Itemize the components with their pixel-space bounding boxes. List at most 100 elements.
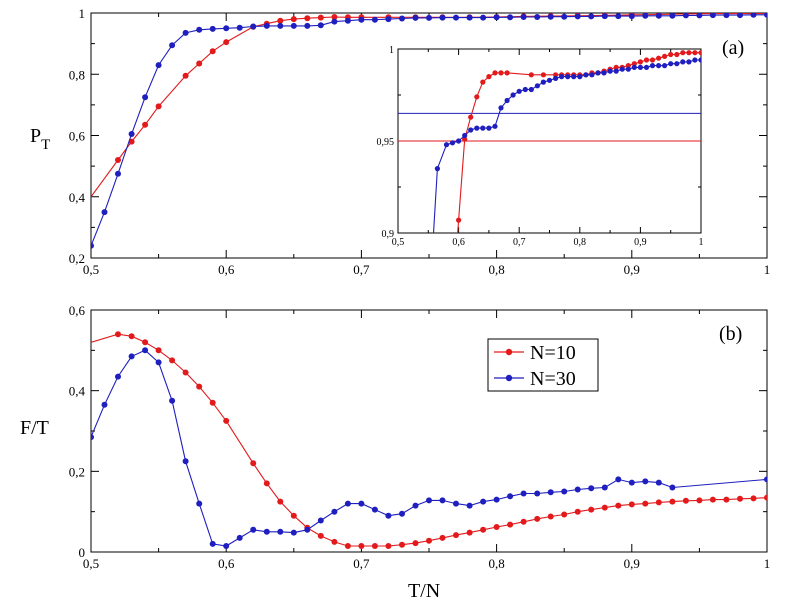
panel-a-point-n30 [304, 22, 311, 29]
inset-plot-area [432, 50, 701, 233]
inset-point-n10 [698, 50, 701, 56]
panel-b-point-n30 [588, 485, 595, 492]
panel-b-point-n10 [344, 543, 351, 549]
panel-a-point-n30 [615, 13, 622, 20]
panel-b-xtick-label: 0,9 [624, 556, 640, 571]
panel-b-point-n10 [493, 524, 500, 530]
panel-a-point-n30 [344, 17, 351, 24]
panel-b-point-n30 [91, 434, 94, 441]
panel-b-point-n10 [128, 333, 135, 340]
inset-point-n30 [449, 140, 456, 146]
panel-a-xtick-label: 1 [764, 262, 771, 277]
inset-point-n10 [643, 57, 650, 63]
panel-a-point-n10 [128, 138, 135, 145]
panel-a-point-n30 [642, 13, 649, 19]
panel-b-point-n10 [480, 526, 487, 533]
inset-point-n10 [492, 70, 498, 76]
inset-point-n30 [637, 64, 644, 70]
panel-a-ytick-label: 0,6 [69, 129, 86, 144]
inset-point-n30 [662, 63, 668, 69]
panel-a-point-n30 [466, 14, 473, 21]
inset-point-n10 [662, 53, 668, 60]
panel-b-xtick-label: 0,6 [218, 556, 235, 571]
panel-a-point-n30 [169, 42, 176, 49]
panel-a-point-n30 [696, 13, 703, 19]
panel-a-xtick-label: 0,6 [218, 262, 235, 277]
panel-b-point-n10 [574, 508, 581, 515]
legend-frame [487, 338, 599, 392]
panel-b-point-n30 [493, 496, 500, 503]
panel-b-xtick-label: 0,7 [353, 556, 370, 571]
inset-point-n30 [607, 68, 613, 74]
inset-point-n10 [528, 72, 534, 78]
inset-point-n30 [534, 83, 541, 89]
inset-point-n10 [462, 136, 468, 142]
panel-a-point-n30 [412, 14, 419, 21]
panel-a-point-n30 [263, 22, 270, 29]
panel-b-point-n30 [764, 476, 767, 483]
panel-b-point-n10 [290, 512, 297, 519]
panel-a-point-n30 [709, 13, 716, 19]
panel-a-point-n10 [209, 48, 216, 55]
panel-b-point-n30 [290, 529, 297, 536]
panel-b-point-n30 [236, 534, 243, 541]
panel-b-point-n30 [250, 526, 257, 533]
panel-b-point-n30 [182, 458, 189, 465]
panel-b-point-n10 [588, 506, 595, 513]
panel-b-ytick-label: 0,2 [69, 464, 85, 479]
inset-point-n10 [692, 50, 698, 56]
inset-point-n10 [504, 70, 510, 76]
inset-point-n30 [577, 74, 583, 80]
legend-label-n30: N=30 [530, 368, 576, 390]
inset-ytick-label: 1 [389, 45, 394, 56]
inset-point-n30 [546, 77, 553, 83]
panel-a-point-n30 [547, 13, 554, 20]
inset-point-n10 [686, 50, 692, 56]
panel-b-point-n30 [277, 528, 284, 535]
inset-point-n10 [480, 79, 486, 85]
panel-a-point-n30 [764, 13, 767, 18]
panel-a-point-n10 [317, 14, 324, 21]
inset-point-n30 [686, 59, 692, 65]
panel-a-xtick-label: 0,8 [488, 262, 504, 277]
inset-point-n30 [486, 125, 492, 131]
inset-point-n10 [456, 217, 462, 223]
panel-b-ytick-label: 0,6 [69, 303, 86, 318]
inset-point-n30 [613, 68, 619, 74]
panel-b-point-n10 [155, 347, 162, 354]
panel-b-point-n30 [385, 512, 392, 519]
panel-b-point-n10 [331, 538, 338, 545]
panel-a-point-n10 [182, 72, 189, 79]
panel-a-plot-area [91, 13, 767, 249]
panel-b-point-n10 [561, 511, 568, 518]
panel-b-point-n30 [128, 353, 135, 360]
panel-a-point-n30 [439, 14, 446, 21]
panel-b-point-n30 [534, 490, 541, 497]
panel-a-point-n10 [115, 157, 121, 163]
panel-a-point-n10 [304, 15, 311, 22]
inset-point-n30 [510, 92, 516, 98]
inset-point-n10 [540, 72, 547, 78]
panel-b-ylabel: F/T [20, 417, 49, 439]
panel-b-point-n30 [507, 493, 514, 500]
inset-point-n10 [553, 72, 559, 78]
panel-b-axes: 0,5 0,6 0,7 0,8 0,9 1 0 0,2 0,4 0,6 [69, 303, 771, 571]
panel-b-point-n10 [142, 339, 149, 346]
panel-b-point-n10 [750, 495, 757, 502]
panel-b-point-n30 [371, 506, 378, 513]
panel-a-point-n10 [155, 103, 162, 110]
legend: N=10 N=30 [487, 338, 599, 392]
panel-b-series [91, 331, 767, 549]
panel-a-point-n30 [142, 94, 149, 101]
panel-b-point-n10 [615, 502, 622, 509]
inset-point-n30 [601, 70, 607, 76]
panel-b-point-n10 [250, 460, 257, 467]
inset-xtick-label: 0,8 [574, 237, 587, 248]
panel-b-point-n10 [507, 521, 514, 528]
inset-point-n30 [625, 66, 631, 72]
inset-series [398, 50, 701, 233]
panel-a-point-n10 [277, 17, 284, 24]
panel-b-point-n30 [655, 479, 662, 486]
panel-a-point-n30 [588, 13, 595, 20]
